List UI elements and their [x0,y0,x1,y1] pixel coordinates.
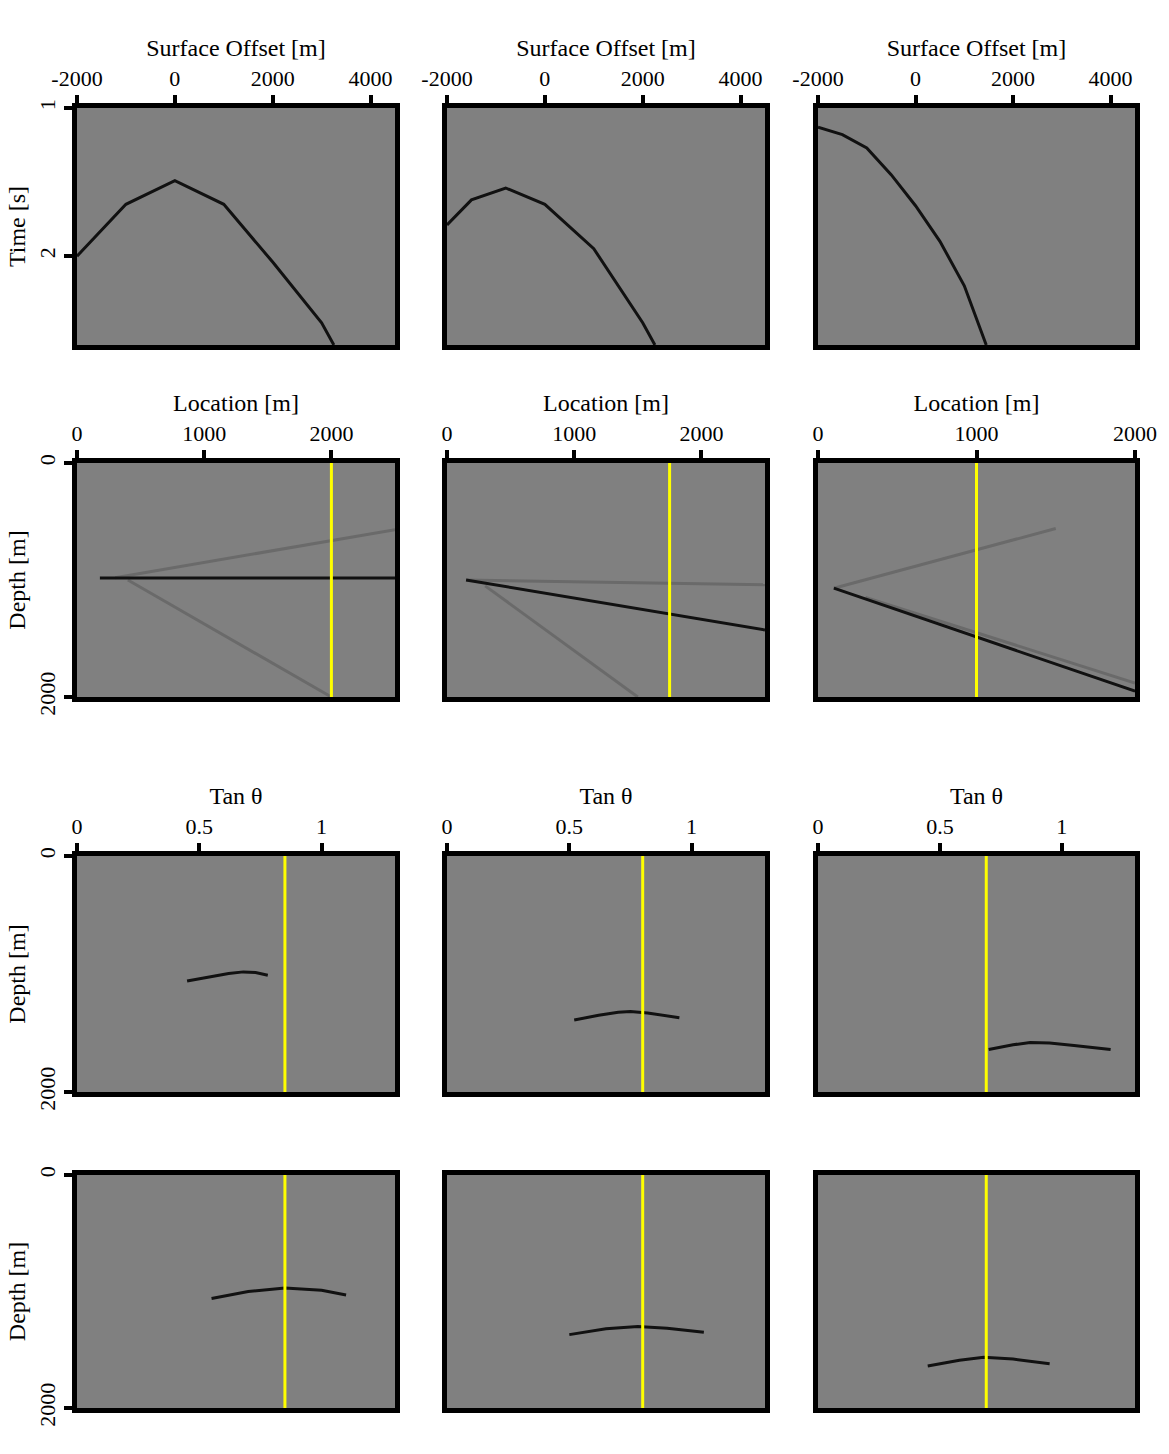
svg-text:Tan θ: Tan θ [209,783,262,809]
svg-text:2000: 2000 [1113,421,1157,446]
svg-text:0: 0 [35,1166,60,1177]
svg-text:0: 0 [35,454,60,465]
svg-text:4000: 4000 [719,66,763,91]
svg-text:Surface Offset [m]: Surface Offset [m] [146,35,325,61]
svg-text:2000: 2000 [309,421,353,446]
svg-text:1000: 1000 [955,421,999,446]
svg-text:1000: 1000 [552,421,596,446]
svg-text:0: 0 [539,66,550,91]
svg-text:Depth [m]: Depth [m] [4,1242,30,1341]
svg-text:2000: 2000 [251,66,295,91]
svg-text:Time [s]: Time [s] [4,186,30,267]
svg-text:2: 2 [35,247,60,258]
svg-text:4000: 4000 [349,66,393,91]
svg-text:1: 1 [316,814,327,839]
svg-text:0: 0 [72,814,83,839]
svg-text:1: 1 [1056,814,1067,839]
svg-text:1000: 1000 [182,421,226,446]
svg-text:2000: 2000 [621,66,665,91]
svg-text:1: 1 [686,814,697,839]
svg-text:0.5: 0.5 [556,814,584,839]
svg-text:0: 0 [35,847,60,858]
svg-text:2000: 2000 [679,421,723,446]
svg-text:Location [m]: Location [m] [914,390,1040,416]
svg-text:Location [m]: Location [m] [173,390,299,416]
svg-text:0: 0 [442,421,453,446]
svg-text:-2000: -2000 [792,66,843,91]
svg-text:0: 0 [72,421,83,446]
svg-text:Depth [m]: Depth [m] [4,530,30,629]
svg-text:4000: 4000 [1089,66,1133,91]
svg-text:0: 0 [169,66,180,91]
svg-text:2000: 2000 [35,672,60,716]
svg-text:2000: 2000 [991,66,1035,91]
svg-text:0: 0 [813,421,824,446]
svg-text:0: 0 [442,814,453,839]
svg-text:-2000: -2000 [421,66,472,91]
svg-text:Tan θ: Tan θ [950,783,1003,809]
svg-text:2000: 2000 [35,1067,60,1111]
svg-text:-2000: -2000 [51,66,102,91]
svg-text:Depth [m]: Depth [m] [4,924,30,1023]
svg-text:Location [m]: Location [m] [543,390,669,416]
svg-text:0: 0 [813,814,824,839]
svg-text:0.5: 0.5 [926,814,954,839]
svg-text:2000: 2000 [35,1383,60,1427]
svg-text:1: 1 [35,99,60,110]
svg-text:0: 0 [910,66,921,91]
svg-text:Surface Offset [m]: Surface Offset [m] [516,35,695,61]
svg-text:0.5: 0.5 [186,814,214,839]
svg-text:Tan θ: Tan θ [579,783,632,809]
svg-text:Surface Offset [m]: Surface Offset [m] [887,35,1066,61]
